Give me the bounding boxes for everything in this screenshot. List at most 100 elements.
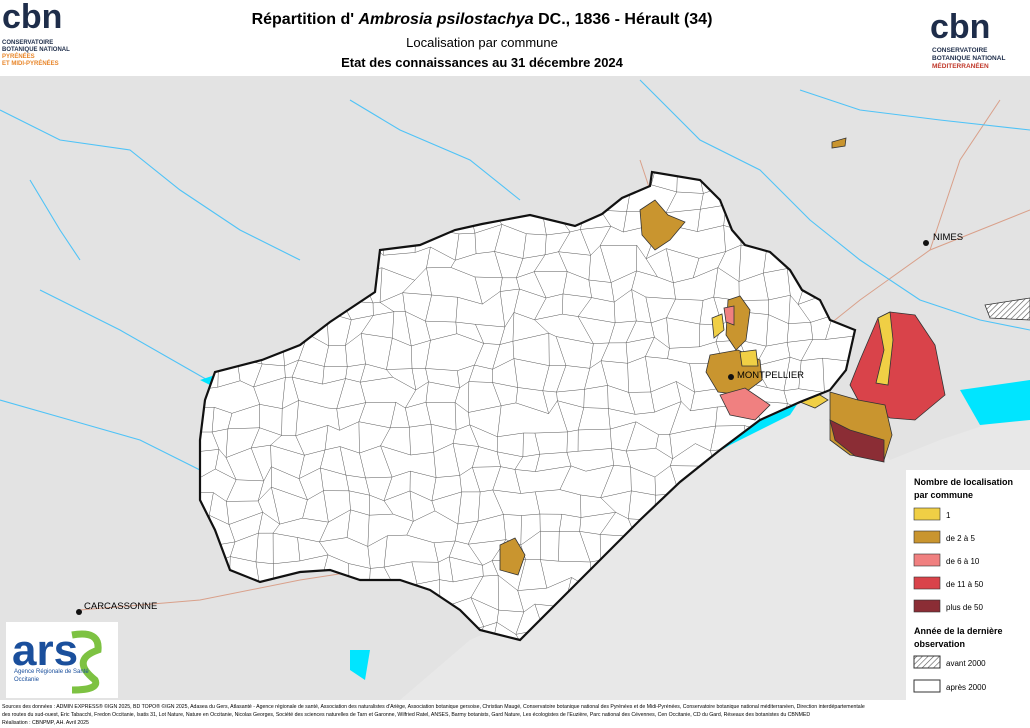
commune-edge xyxy=(608,322,616,343)
commune-edge xyxy=(402,292,406,312)
commune-edge xyxy=(610,429,612,449)
commune-edge xyxy=(336,408,340,431)
commune-edge xyxy=(689,363,695,393)
commune-edge xyxy=(212,428,228,433)
commune-edge xyxy=(583,407,609,409)
commune-edge xyxy=(365,476,393,479)
commune-edge xyxy=(496,451,501,467)
commune-edge xyxy=(522,233,527,259)
commune-edge xyxy=(472,466,501,468)
commune-edge xyxy=(631,270,637,290)
title: Répartition d' Ambrosia psilostachya DC.… xyxy=(252,11,713,28)
commune-edge xyxy=(787,339,813,343)
commune-edge xyxy=(503,514,507,540)
commune-edge xyxy=(455,540,469,545)
commune-edge xyxy=(615,320,637,324)
date-line: Etat des connaissances au 31 décembre 20… xyxy=(341,55,624,70)
commune-edge xyxy=(578,448,612,452)
commune-edge xyxy=(270,435,282,446)
commune-edge xyxy=(533,254,546,272)
commune-edge xyxy=(360,333,366,364)
commune-edge xyxy=(533,271,547,299)
commune-edge xyxy=(433,452,437,478)
commune-edge xyxy=(322,378,346,385)
commune-edge xyxy=(614,289,632,303)
commune-edge xyxy=(798,360,802,389)
commune-edge xyxy=(255,561,274,565)
commune-edge xyxy=(611,448,627,452)
commune-edge xyxy=(698,251,726,259)
commune-edge xyxy=(295,425,329,437)
commune-edge xyxy=(345,345,348,367)
commune-edge xyxy=(298,478,308,500)
commune-edge xyxy=(690,392,695,411)
commune-edge xyxy=(514,456,524,470)
commune-edge xyxy=(589,343,594,369)
commune-edge xyxy=(497,575,499,611)
commune-edge xyxy=(763,248,767,274)
commune-edge xyxy=(580,229,591,256)
legend-swatch xyxy=(913,553,941,567)
commune-edge xyxy=(240,380,254,388)
commune-edge xyxy=(693,267,719,279)
commune-edge xyxy=(361,333,393,339)
commune-edge xyxy=(358,421,360,454)
commune-edge xyxy=(459,381,469,389)
commune-edge xyxy=(405,311,426,322)
commune-edge xyxy=(383,252,416,256)
commune-edge xyxy=(414,246,431,253)
commune-edge xyxy=(610,282,615,303)
commune-edge xyxy=(430,333,457,341)
commune-edge xyxy=(607,385,609,409)
commune-edge xyxy=(253,377,286,388)
logo-text: Agence Régionale de Santé xyxy=(14,669,89,675)
commune-edge xyxy=(455,233,460,261)
commune-edge xyxy=(645,356,668,360)
commune-edge xyxy=(669,401,682,435)
commune-edge xyxy=(468,544,483,566)
commune-edge xyxy=(654,337,670,349)
commune-edge xyxy=(559,489,581,496)
commune-edge xyxy=(415,381,429,391)
commune-edge xyxy=(497,451,523,458)
commune-edge xyxy=(298,400,329,409)
commune-edge xyxy=(715,406,718,427)
commune-edge xyxy=(584,368,591,390)
commune-edge xyxy=(517,387,543,392)
commune-edge xyxy=(345,333,362,346)
commune-edge xyxy=(367,546,371,569)
commune-edge xyxy=(519,288,547,299)
commune-edge xyxy=(227,413,233,429)
legend-swatch xyxy=(913,530,941,544)
commune-edge xyxy=(291,377,299,401)
commune-edge xyxy=(608,408,636,415)
commune-edge xyxy=(628,490,632,519)
commune-edge xyxy=(228,511,263,525)
commune-edge xyxy=(579,531,591,563)
commune-edge xyxy=(228,524,236,542)
commune-edge xyxy=(631,490,656,496)
city-dot xyxy=(76,609,82,615)
commune-edge xyxy=(475,324,505,328)
commune-edge xyxy=(474,224,503,234)
commune-edge xyxy=(230,541,236,557)
commune-edge xyxy=(406,521,414,536)
commune-edge xyxy=(413,510,436,522)
commune-edge xyxy=(766,342,788,347)
commune-edge xyxy=(365,477,370,496)
commune-edge xyxy=(405,402,427,409)
commune-edge xyxy=(225,447,252,458)
commune-edge xyxy=(225,428,229,458)
commune-edge xyxy=(453,575,484,583)
logo-brand: ars xyxy=(12,626,78,675)
observed-communes xyxy=(499,199,771,576)
commune-edge xyxy=(323,345,329,367)
commune-edge xyxy=(381,267,415,281)
commune-edge xyxy=(457,370,460,388)
commune-edge xyxy=(455,297,459,323)
commune-edge xyxy=(546,577,572,589)
commune-edge xyxy=(738,245,742,282)
commune-edge xyxy=(359,453,366,478)
logo-text: MÉDITERRANÉEN xyxy=(932,61,989,70)
commune-edge xyxy=(517,590,525,613)
